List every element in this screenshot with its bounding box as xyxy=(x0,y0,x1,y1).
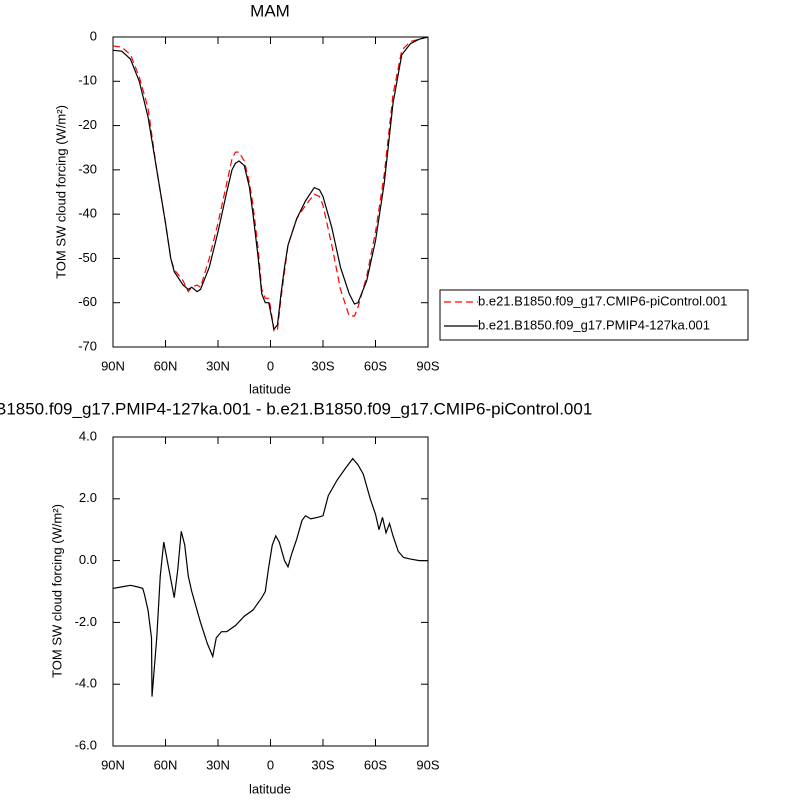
y-tick-label: -60 xyxy=(78,294,97,309)
y-tick-label: -20 xyxy=(78,117,97,132)
legend-label: b.e21.B1850.f09_g17.PMIP4-127ka.001 xyxy=(478,317,710,332)
y-tick-label: 2.0 xyxy=(79,490,97,505)
x-tick-label: 60S xyxy=(364,757,387,772)
x-tick-label: 90S xyxy=(416,358,439,373)
x-tick-label: 60N xyxy=(154,358,178,373)
x-axis-label: latitude xyxy=(249,381,291,396)
x-tick-label: 90S xyxy=(416,757,439,772)
y-axis-label: TOM SW cloud forcing (W/m²) xyxy=(49,504,64,678)
y-tick-label: 4.0 xyxy=(79,428,97,443)
y-tick-label: -6.0 xyxy=(75,737,97,752)
y-tick-label: -2.0 xyxy=(75,614,97,629)
legend-box xyxy=(439,289,749,341)
y-tick-label: -4.0 xyxy=(75,676,97,691)
chart-title: MAM xyxy=(250,1,290,20)
y-tick-label: -30 xyxy=(78,161,97,176)
data-line xyxy=(112,36,429,331)
plot-frame xyxy=(112,436,429,747)
y-tick-label: 0.0 xyxy=(79,552,97,567)
data-line xyxy=(112,36,429,333)
x-tick-label: 60S xyxy=(364,358,387,373)
chart-title: b.e21.B1850.f09_g17.PMIP4-127ka.001 - b.… xyxy=(0,399,592,418)
y-tick-label: -70 xyxy=(78,338,97,353)
x-tick-label: 0 xyxy=(267,358,274,373)
x-tick-label: 60N xyxy=(154,757,178,772)
y-tick-label: -10 xyxy=(78,73,97,88)
x-tick-label: 90N xyxy=(101,757,125,772)
y-tick-label: -50 xyxy=(78,250,97,265)
x-tick-label: 30N xyxy=(206,757,230,772)
y-tick-label: 0 xyxy=(90,28,97,43)
y-tick-label: -40 xyxy=(78,206,97,221)
legend-label: b.e21.B1850.f09_g17.CMIP6-piControl.001 xyxy=(478,293,727,308)
x-axis-label: latitude xyxy=(249,781,291,796)
x-tick-label: 30S xyxy=(311,358,334,373)
x-tick-label: 90N xyxy=(101,358,125,373)
data-line xyxy=(112,457,428,697)
x-tick-label: 30N xyxy=(206,358,230,373)
x-tick-label: 0 xyxy=(267,757,274,772)
x-tick-label: 30S xyxy=(311,757,334,772)
y-axis-label: TOM SW cloud forcing (W/m²) xyxy=(53,105,68,279)
